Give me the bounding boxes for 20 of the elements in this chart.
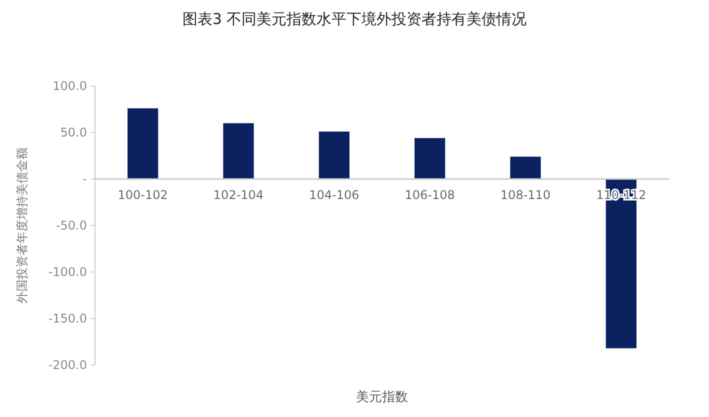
bar xyxy=(223,123,254,179)
bar xyxy=(318,132,350,179)
chart-title: 图表3 不同美元指数水平下境外投资者持有美债情况 xyxy=(182,10,527,28)
bar xyxy=(510,156,541,179)
y-tick-label: -200.0 xyxy=(48,358,87,372)
bar xyxy=(128,108,158,179)
x-tick-label: 108-110 xyxy=(500,188,551,202)
y-tick-label: 100.0 xyxy=(52,79,87,94)
bar xyxy=(414,138,446,179)
x-tick-label: 106-108 xyxy=(404,188,455,202)
x-tick-label: 104-106 xyxy=(309,188,360,202)
y-axis-title: 外国投资者年度增持美债金额 xyxy=(15,148,29,304)
y-tick-label: - xyxy=(82,172,87,186)
y-tick-label: -100.0 xyxy=(48,265,87,280)
y-tick-label: 50.0 xyxy=(60,126,87,140)
y-tick-label: -50.0 xyxy=(56,218,87,233)
x-tick-label: 100-102 xyxy=(118,188,168,202)
x-tick-label: 102-104 xyxy=(213,188,264,202)
x-axis-title: 美元指数 xyxy=(356,389,408,405)
y-tick-label: -150.0 xyxy=(48,312,87,326)
